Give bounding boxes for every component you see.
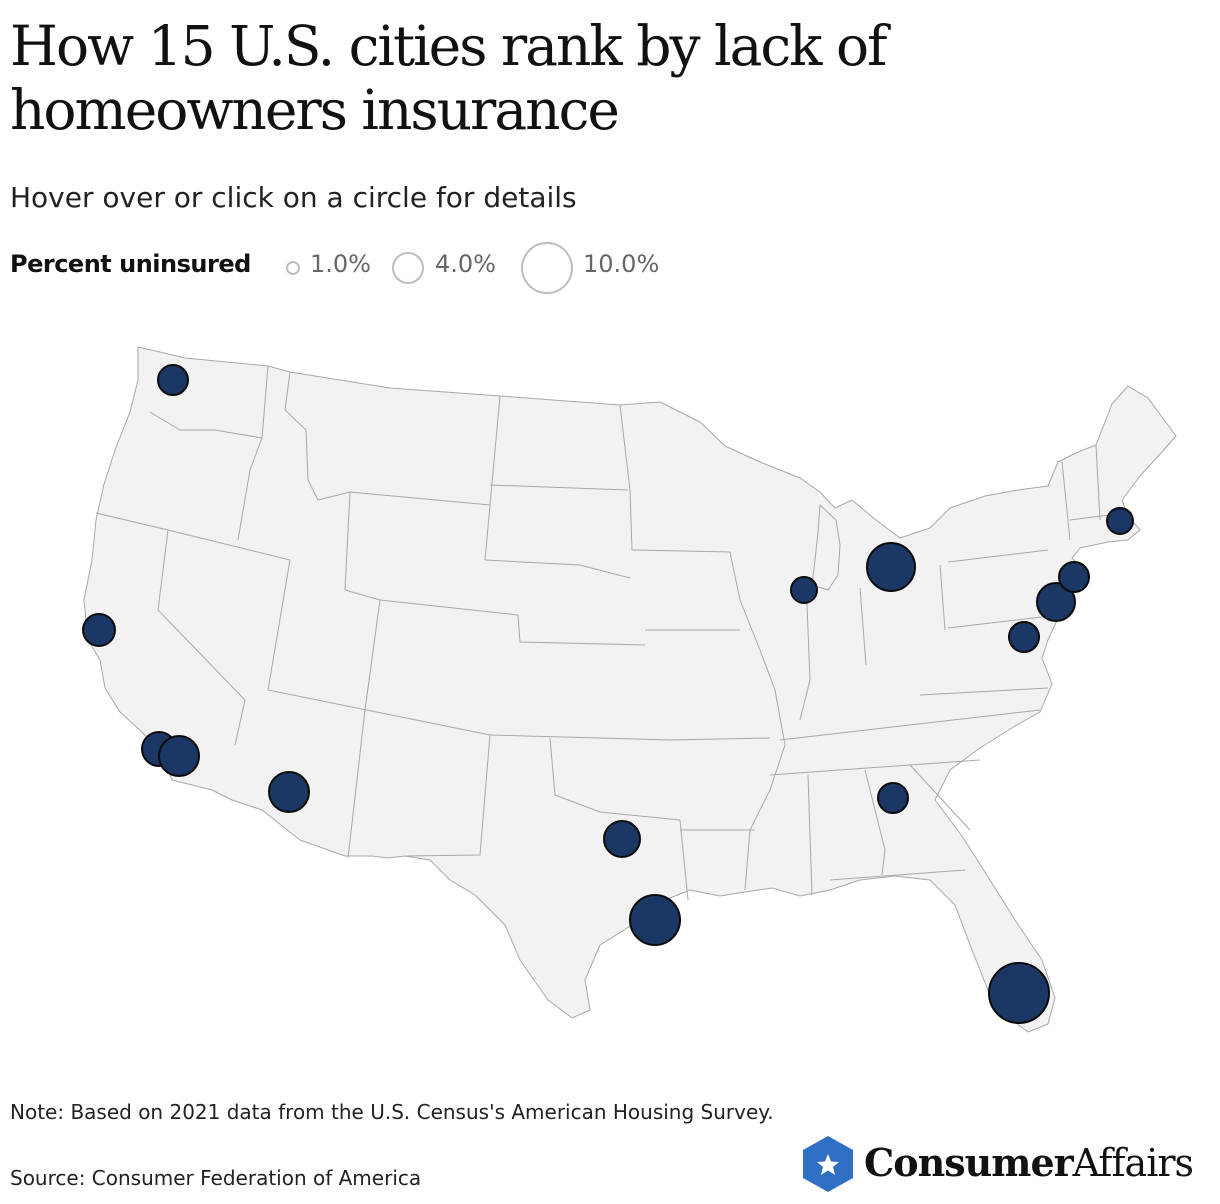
- star-hexagon-icon: [803, 1136, 853, 1192]
- legend-circle-large: [521, 242, 573, 294]
- city-marker-12[interactable]: [1008, 621, 1040, 653]
- city-marker-2[interactable]: [82, 613, 116, 647]
- border-ks-ok: [489, 734, 671, 741]
- border-in-oh: [859, 587, 867, 666]
- border-va-nc: [919, 687, 1049, 696]
- border-ms-al: [807, 774, 813, 896]
- border-ut-co: [364, 599, 381, 711]
- legend-label-medium: 4.0%: [435, 250, 496, 278]
- border-tx-ok: [549, 737, 681, 821]
- legend-circle-small: [286, 261, 300, 275]
- border-mn-wi: [619, 404, 731, 553]
- brand-name-light: Affairs: [1072, 1141, 1194, 1185]
- border-or-id: [237, 437, 263, 541]
- border-mississippi: [729, 551, 786, 891]
- border-tx-la: [679, 819, 689, 901]
- border-mt-dakotas: [484, 395, 501, 561]
- chart-subtitle: Hover over or click on a circle for deta…: [10, 181, 577, 214]
- border-wa-id: [261, 365, 269, 439]
- note-text: Note: Based on 2021 data from the U.S. C…: [10, 1100, 774, 1124]
- border-nd-sd: [489, 484, 629, 491]
- border-or-ca: [95, 512, 169, 531]
- city-marker-13[interactable]: [1036, 582, 1076, 622]
- source-text: Source: Consumer Federation of America: [10, 1166, 422, 1190]
- border-ut-az: [267, 689, 491, 736]
- border-id-mt: [284, 371, 351, 501]
- border-ca-nv: [157, 529, 246, 746]
- city-marker-15[interactable]: [1106, 507, 1134, 535]
- city-marker-1[interactable]: [157, 364, 189, 396]
- state-borders: [95, 365, 1133, 901]
- border-mo-ar: [669, 737, 771, 741]
- border-tx-nm: [404, 734, 491, 857]
- legend-label-small: 1.0%: [310, 250, 371, 278]
- city-marker-11[interactable]: [988, 962, 1050, 1024]
- state-shapes: [83, 346, 1177, 1033]
- lake-michigan: [811, 504, 841, 591]
- border-ky-tn: [779, 709, 1041, 741]
- us-outline: [83, 346, 1177, 1033]
- border-ne-ks: [517, 614, 646, 646]
- city-markers: [82, 364, 1134, 1024]
- city-marker-10[interactable]: [877, 782, 909, 814]
- city-marker-6[interactable]: [603, 820, 641, 858]
- border-ga-sc: [909, 764, 971, 831]
- legend-title: Percent uninsured: [10, 250, 251, 278]
- city-marker-9[interactable]: [866, 542, 916, 592]
- border-nv-ut: [167, 529, 291, 691]
- border-tn-south: [769, 759, 981, 776]
- brand-name-bold: Consumer: [864, 1140, 1074, 1185]
- border-oh-pa: [939, 564, 946, 631]
- border-ny-pa: [947, 549, 1049, 563]
- border-pa-md: [947, 615, 1051, 629]
- border-al-ga: [864, 769, 886, 876]
- border-mt-wy: [349, 491, 491, 506]
- city-marker-7[interactable]: [629, 894, 681, 946]
- city-marker-14[interactable]: [1058, 561, 1090, 593]
- legend-label-large: 10.0%: [583, 250, 660, 278]
- city-marker-4[interactable]: [158, 735, 200, 777]
- chart-title: How 15 U.S. cities rank by lack of homeo…: [10, 14, 887, 142]
- border-il-in: [799, 579, 811, 721]
- border-az-nm: [347, 709, 366, 859]
- legend-circle-medium: [392, 252, 424, 284]
- border-wa-or: [149, 411, 263, 439]
- city-marker-5[interactable]: [268, 771, 310, 813]
- consumer-affairs-logo: ConsumerAffairs: [800, 1134, 1220, 1194]
- border-id-wy: [344, 491, 351, 591]
- border-sd-ne: [484, 559, 631, 579]
- city-marker-8[interactable]: [790, 576, 818, 604]
- us-map: [82, 346, 1177, 1033]
- size-legend: Percent uninsured 1.0% 4.0% 10.0%: [10, 242, 730, 294]
- brand-wordmark: ConsumerAffairs: [864, 1140, 1194, 1185]
- border-ga-fl: [829, 869, 966, 881]
